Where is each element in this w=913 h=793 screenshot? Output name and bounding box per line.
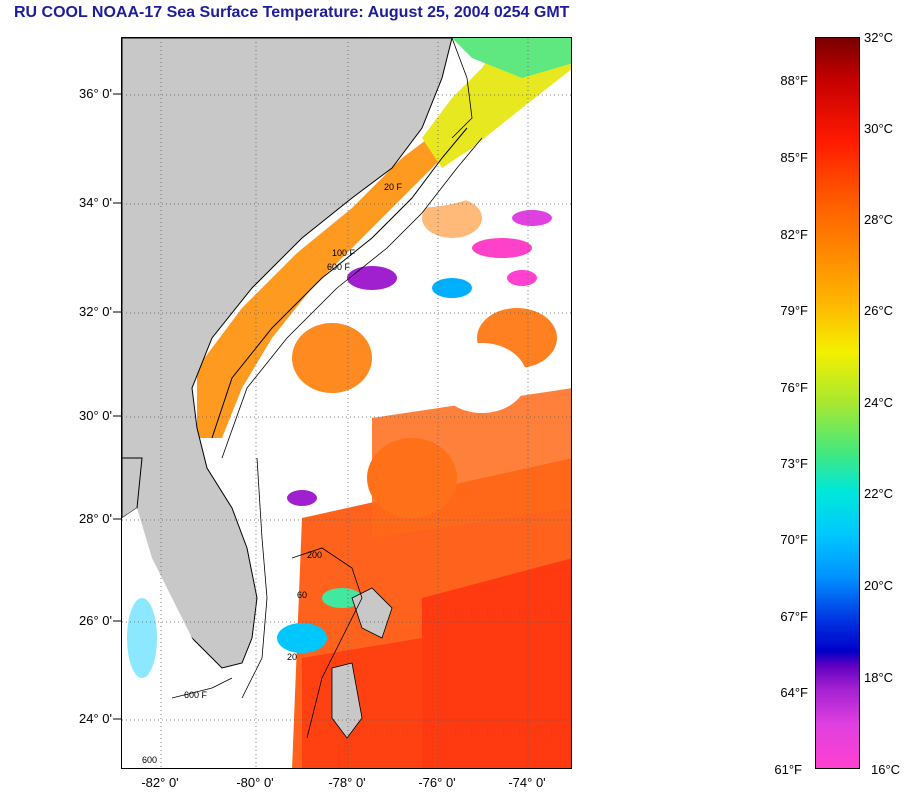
colorbar-f-tick: 88°F xyxy=(780,73,808,88)
temperature-colorbar xyxy=(815,37,860,769)
colorbar-c-tick: 16°C xyxy=(871,762,901,777)
colorbar-c-tick: 24°C xyxy=(864,395,894,410)
sst-map: 20 F 100 F 600 F 20 60 600 F 200 600 xyxy=(121,37,572,769)
lat-label-32: 32° 0' xyxy=(79,304,112,319)
isobath-label: 600 F xyxy=(184,690,208,700)
colorbar-f-tick: 73°F xyxy=(780,456,808,471)
colorbar-c-tick: 32°C xyxy=(864,30,894,45)
colorbar-c-tick: 30°C xyxy=(864,121,894,136)
sst-map-canvas: 20 F 100 F 600 F 20 60 600 F 200 600 xyxy=(122,38,571,768)
lat-label-24: 24° 0' xyxy=(79,711,112,726)
lat-tick-marks xyxy=(113,93,121,720)
isobath-label: 100 F xyxy=(332,248,356,258)
isobath-label: 200 xyxy=(307,550,322,560)
lon-label-76: -76° 0' xyxy=(418,775,456,790)
lat-label-36: 36° 0' xyxy=(79,86,112,101)
lat-label-30: 30° 0' xyxy=(79,408,112,423)
isobath-label: 600 F xyxy=(327,262,351,272)
colorbar-f-tick: 85°F xyxy=(780,150,808,165)
colorbar-f-tick: 64°F xyxy=(780,685,808,700)
lon-label-80: -80° 0' xyxy=(236,775,274,790)
colorbar-f-tick: 76°F xyxy=(780,380,808,395)
colorbar-f-tick: 67°F xyxy=(780,609,808,624)
lon-label-78: -78° 0' xyxy=(328,775,366,790)
colorbar-c-tick: 20°C xyxy=(864,578,894,593)
colorbar-f-tick: 61°F xyxy=(774,762,802,777)
colorbar-f-tick: 70°F xyxy=(780,532,808,547)
colorbar-c-tick: 18°C xyxy=(864,670,894,685)
lat-label-34: 34° 0' xyxy=(79,195,112,210)
page-title: RU COOL NOAA-17 Sea Surface Temperature:… xyxy=(14,4,570,21)
lat-label-26: 26° 0' xyxy=(79,613,112,628)
isobath-label: 20 xyxy=(287,652,297,662)
colorbar-c-tick: 22°C xyxy=(864,486,894,501)
colorbar-c-tick: 26°C xyxy=(864,303,894,318)
lon-label-82: -82° 0' xyxy=(141,775,179,790)
lat-label-28: 28° 0' xyxy=(79,511,112,526)
colorbar-c-tick: 28°C xyxy=(864,212,894,227)
isobath-label: 20 F xyxy=(384,182,403,192)
lon-label-74: -74° 0' xyxy=(508,775,546,790)
isobath-label: 600 xyxy=(142,755,157,765)
isobath-label: 60 xyxy=(297,590,307,600)
colorbar-f-tick: 82°F xyxy=(780,227,808,242)
colorbar-f-tick: 79°F xyxy=(780,303,808,318)
